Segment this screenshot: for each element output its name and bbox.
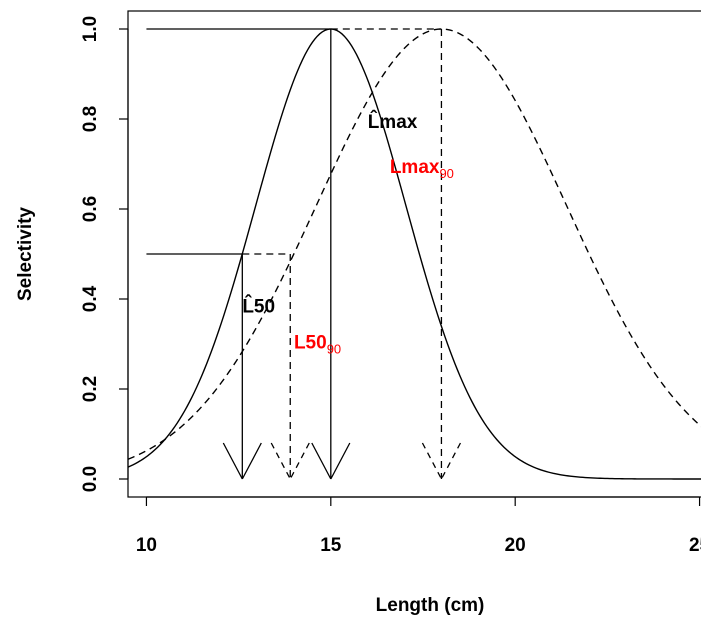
annotation-3: L5090: [294, 333, 341, 357]
annotation-label: Lmax: [390, 157, 440, 178]
series-line-dashed: [128, 28, 701, 460]
y-tick-label: 0.6: [80, 196, 101, 222]
arrow-solid: [311, 29, 351, 480]
arrow-solid: [222, 254, 262, 480]
x-tick-label: 10: [136, 535, 157, 556]
x-axis-title: Length (cm): [376, 595, 485, 616]
annotation-1: Lmax90: [390, 157, 454, 181]
series-line-solid: [128, 28, 701, 480]
annotation-2: L̂50: [242, 295, 275, 317]
arrow-layer: [222, 29, 462, 480]
arrow-head-left: [421, 442, 443, 480]
arrow-dashed: [270, 254, 310, 480]
y-tick-label: 0.0: [80, 466, 101, 492]
series-layer: [128, 28, 701, 480]
y-axis-title: Selectivity: [15, 207, 36, 301]
arrow-head-left: [311, 442, 332, 480]
arrow-head-left: [222, 442, 243, 480]
arrow-dashed: [421, 29, 462, 480]
arrow-head-left: [270, 442, 291, 480]
annotation-subscript: 90: [439, 166, 453, 181]
annotation-label: L̂max: [368, 111, 418, 133]
y-tick-label: 0.8: [80, 106, 101, 132]
annotation-label: L50: [294, 333, 327, 354]
y-tick-label: 0.2: [80, 376, 101, 402]
arrow-head-right: [440, 442, 462, 480]
arrow-head-right: [241, 442, 262, 480]
arrow-head-right: [330, 442, 351, 480]
annotation-0: L̂max: [368, 111, 418, 133]
x-tick-label: 25: [689, 535, 701, 556]
x-tick-label: 20: [505, 535, 526, 556]
y-tick-label: 1.0: [80, 16, 101, 42]
x-tick-label: 15: [320, 535, 342, 556]
y-tick-label: 0.4: [80, 285, 101, 312]
annotation-label: L̂50: [242, 295, 275, 317]
y-axis: 0.0 0.2 0.4 0.6 0.8 1.0: [80, 16, 129, 492]
arrow-head-right: [289, 442, 310, 480]
reference-lines: [146, 28, 442, 255]
annotation-subscript: 90: [327, 342, 341, 357]
x-axis: 10 15 20 25: [136, 496, 701, 556]
